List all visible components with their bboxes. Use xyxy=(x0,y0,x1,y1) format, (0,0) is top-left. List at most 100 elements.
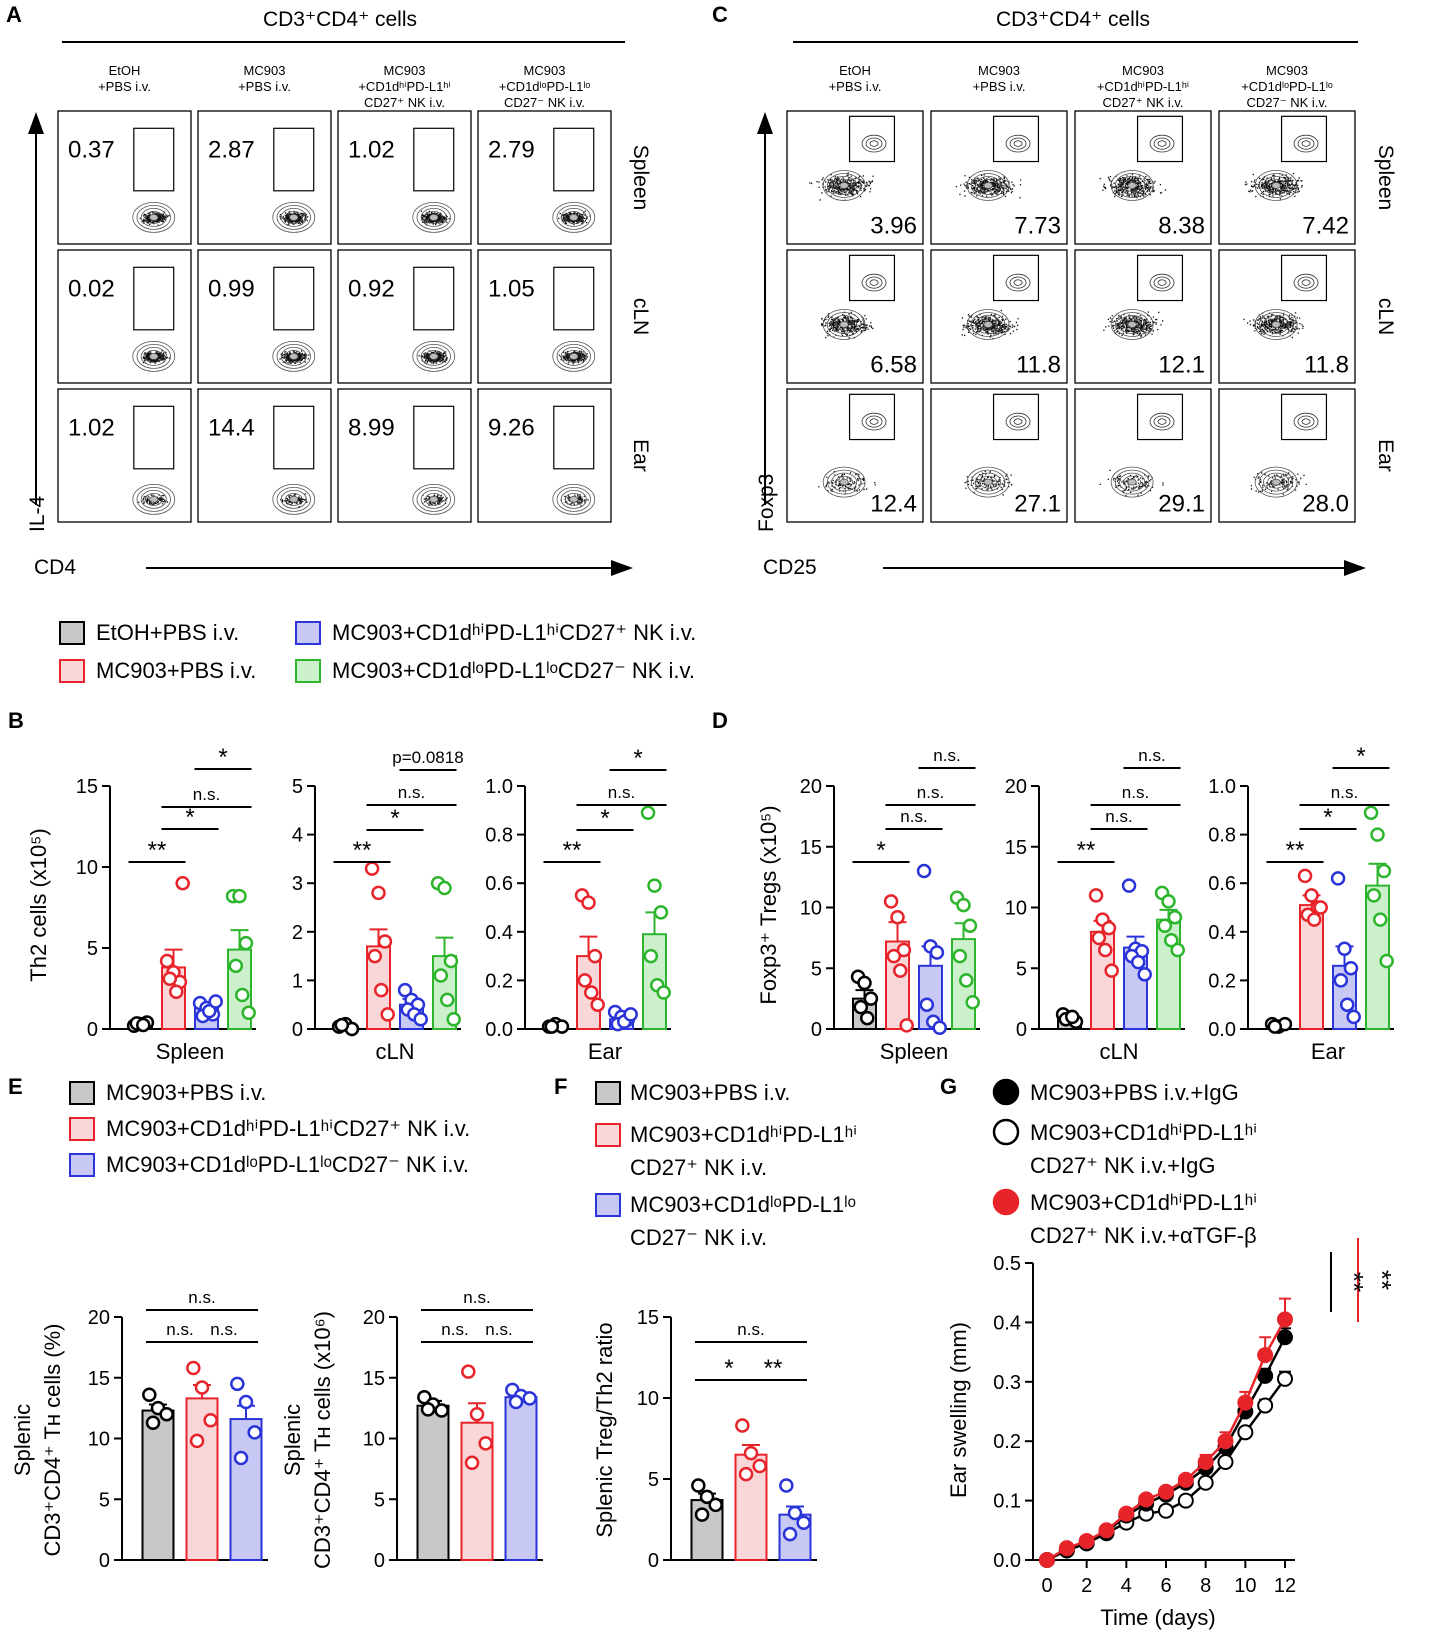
chart-b-spleen-data-point xyxy=(241,1005,256,1021)
chart-g-data-point xyxy=(1277,1370,1293,1387)
flow-a-contour xyxy=(280,207,307,227)
chart-b-ear-data-point xyxy=(656,985,671,1000)
chart-e-1-sig-label: n.s. xyxy=(188,1288,215,1307)
flow-c-col-label: +CD1dʰⁱPD-L1ʰⁱ xyxy=(1097,79,1189,94)
flow-c-plot-frame xyxy=(786,249,924,384)
legend-g-label: MC903+PBS i.v.+IgG xyxy=(1030,1080,1239,1105)
chart-d-spleen-data-point xyxy=(860,1010,875,1026)
flow-c-contour xyxy=(865,137,883,150)
flow-c-x-axis-label: CD25 xyxy=(763,556,817,579)
chart-e-1-y-tick-label: 20 xyxy=(88,1307,110,1329)
flow-a-contour xyxy=(569,213,579,221)
flow-c-contour xyxy=(1009,415,1027,428)
chart-d-spleen-y-tick-label: 15 xyxy=(800,837,822,859)
chart-b-ear-y-tick-label: 1.0 xyxy=(485,776,513,798)
flow-c-gate-value: 12.1 xyxy=(1158,351,1205,378)
chart-g-data-point xyxy=(1098,1522,1115,1539)
chart-e-2-data-point xyxy=(469,1406,485,1422)
chart-d-spleen-data-point xyxy=(899,1018,914,1033)
flow-c-contour xyxy=(966,170,1010,201)
flow-a-contour xyxy=(424,210,443,224)
chart-b-cln-sig-label: n.s. xyxy=(398,783,425,802)
chart-g-sig-label: ** xyxy=(1339,1272,1369,1292)
flow-a-y-axis-label: IL-4 xyxy=(26,495,49,532)
legend-g-marker xyxy=(992,1188,1020,1216)
chart-e-1-data-point xyxy=(230,1376,245,1392)
flow-c-contour xyxy=(983,478,993,486)
flow-c-gate xyxy=(992,254,1040,302)
panel-letter-e: E xyxy=(8,1074,23,1099)
chart-b-cln-data-point xyxy=(440,992,455,1008)
flow-c-contour xyxy=(1258,312,1294,337)
flow-a-contour xyxy=(569,495,579,503)
chart-d-ear-y-tick-label: 0.4 xyxy=(1208,922,1236,944)
legend-f-swatch xyxy=(595,1193,621,1217)
chart-d-spleen-data-point xyxy=(890,909,905,925)
flow-c-plot: 11.8 xyxy=(930,249,1068,384)
flow-a-contour xyxy=(136,343,171,369)
chart-d-ear-data-point xyxy=(1333,973,1349,988)
flow-a-contour xyxy=(272,483,316,515)
chart-d-spleen-data-point xyxy=(929,945,945,960)
flow-c-contour xyxy=(1110,309,1154,340)
flow-c-contour xyxy=(835,475,853,489)
flow-c-contour xyxy=(822,170,866,201)
chart-b-spleen-sig-label: * xyxy=(218,744,227,771)
chart-g-data-point xyxy=(1197,1453,1214,1470)
chart-e-y-label: CD3⁺CD4⁺ Tʜ cells (x10⁶) xyxy=(310,1311,335,1569)
chart-d-cln-data-point xyxy=(1157,918,1173,933)
chart-e-1-data-point xyxy=(238,1394,254,1410)
chart-b-cln-category-label: cLN xyxy=(375,1039,414,1064)
flow-c-contour xyxy=(861,134,887,153)
legend-bd-swatch xyxy=(59,621,85,645)
flow-a-gate xyxy=(413,266,455,331)
flow-a-gate xyxy=(553,266,595,331)
flow-a-y-arrow-head xyxy=(28,112,44,134)
chart-d-cln-data-point xyxy=(1170,942,1185,958)
flow-c-contour xyxy=(869,279,879,286)
legend-f-swatch xyxy=(595,1081,621,1105)
chart-e-y-label: CD3⁺CD4⁺ Tʜ cells (%) xyxy=(40,1324,65,1557)
chart-d-ear-data-point xyxy=(1340,997,1355,1012)
flow-c-plot-frame xyxy=(930,249,1068,384)
flow-c-contour xyxy=(1149,134,1175,153)
chart-e-2: 0 5 10 15 20 n.s. n.s. n.s. xyxy=(363,1288,543,1572)
flow-c-contour xyxy=(1123,475,1141,489)
flow-a-plot-frame xyxy=(57,110,192,245)
chart-e-y-label: Splenic xyxy=(10,1404,35,1476)
flow-a-col-label: MC903 xyxy=(524,63,566,78)
flow-c-contour xyxy=(975,315,1002,334)
flow-c-col-label: +PBS i.v. xyxy=(829,79,882,94)
chart-e-2-data-point xyxy=(508,1394,524,1410)
flow-c-contour xyxy=(1267,179,1285,192)
flow-c-contour xyxy=(1127,321,1137,328)
flow-c-contour xyxy=(1013,279,1023,286)
chart-e-1-data-point xyxy=(186,1360,201,1376)
flow-a-gate-value: 2.79 xyxy=(488,137,535,164)
flow-c-contour xyxy=(1153,415,1171,428)
chart-f-data-point xyxy=(708,1497,723,1513)
flow-a-gate-value: 14.4 xyxy=(208,415,255,442)
flow-a-contour xyxy=(144,492,163,506)
chart-b-ear-y-tick-label: 0.2 xyxy=(485,970,513,992)
chart-d-ear-y-tick-label: 0.0 xyxy=(1208,1019,1236,1041)
flow-c-plot-frame xyxy=(1074,110,1212,245)
legend-g-label: CD27⁺ NK i.v.+αTGF-β xyxy=(1030,1223,1257,1248)
chart-g-data-point xyxy=(1138,1491,1155,1508)
chart-g-data-point xyxy=(1177,1492,1194,1509)
chart-b-ear-data-point xyxy=(623,1007,638,1022)
flow-a-contour xyxy=(429,495,439,503)
chart-d-ear-data-point xyxy=(1376,863,1392,879)
flow-c-contour xyxy=(822,466,866,498)
chart-d-cln-y-tick-label: 15 xyxy=(1005,837,1027,859)
chart-d-ear-data-point xyxy=(1379,953,1394,969)
chart-b-ear-data-point xyxy=(577,973,593,988)
flow-c-contour xyxy=(970,469,1006,495)
chart-g-series-line xyxy=(1046,1318,1287,1562)
flow-a-gate xyxy=(133,266,175,331)
flow-c-contour xyxy=(1254,466,1298,498)
flow-c-contour xyxy=(835,179,853,192)
chart-d-spleen-sig-label: * xyxy=(876,837,885,864)
chart-d-cln-data-point xyxy=(1065,1009,1080,1025)
